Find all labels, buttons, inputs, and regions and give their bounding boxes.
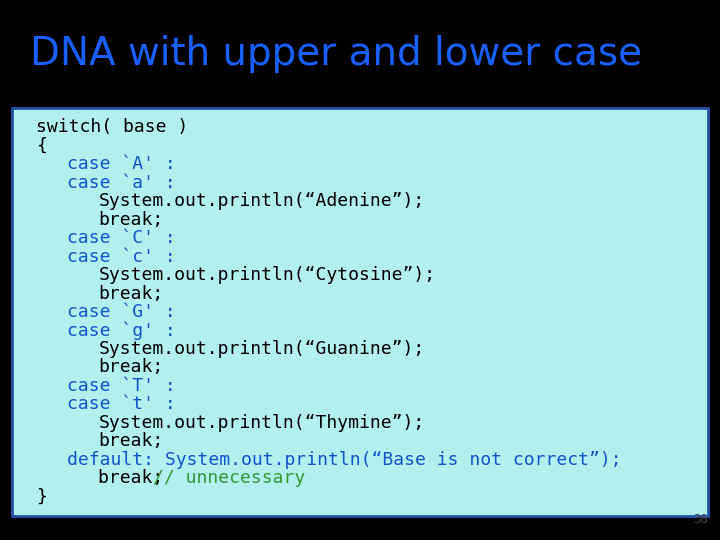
Text: System.out.println(“Adenine”);: System.out.println(“Adenine”); (99, 192, 425, 210)
Text: break;: break; (99, 433, 163, 450)
Text: 30: 30 (693, 513, 708, 526)
Text: // unnecessary: // unnecessary (153, 469, 305, 487)
Text: case `c' :: case `c' : (67, 247, 176, 266)
Text: switch( base ): switch( base ) (36, 118, 188, 136)
Text: {: { (36, 137, 47, 155)
FancyBboxPatch shape (12, 108, 708, 516)
Text: case `t' :: case `t' : (67, 395, 176, 414)
Text: case `G' :: case `G' : (67, 303, 176, 321)
Text: break;: break; (99, 359, 163, 376)
Text: break;: break; (99, 211, 163, 228)
Text: break;: break; (99, 469, 174, 487)
Text: System.out.println(“Guanine”);: System.out.println(“Guanine”); (99, 340, 425, 358)
Text: }: } (36, 488, 47, 506)
Text: case `a' :: case `a' : (67, 174, 176, 192)
Text: case `T' :: case `T' : (67, 377, 176, 395)
Text: case `A' :: case `A' : (67, 155, 176, 173)
Text: case `g' :: case `g' : (67, 321, 176, 340)
Text: break;: break; (99, 285, 163, 302)
Text: default: System.out.println(“Base is not correct”);: default: System.out.println(“Base is not… (67, 451, 622, 469)
Text: System.out.println(“Cytosine”);: System.out.println(“Cytosine”); (99, 266, 436, 284)
Text: case `C' :: case `C' : (67, 229, 176, 247)
Text: DNA with upper and lower case: DNA with upper and lower case (30, 35, 642, 73)
Text: System.out.println(“Thymine”);: System.out.println(“Thymine”); (99, 414, 425, 432)
